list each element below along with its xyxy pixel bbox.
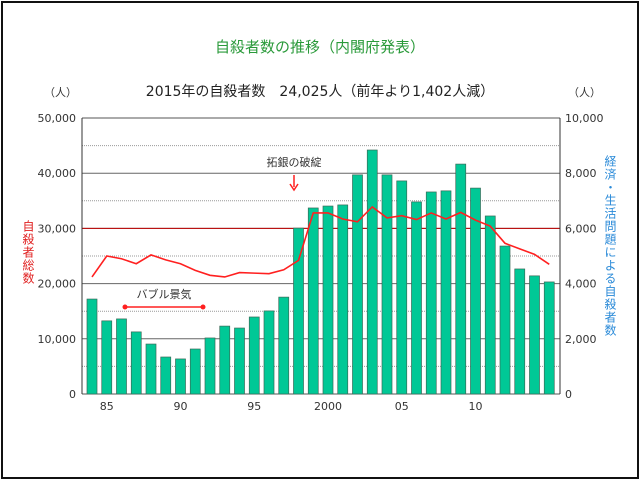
right-tick-label: 10,000 bbox=[565, 112, 604, 125]
bar-1994 bbox=[234, 327, 245, 395]
bar-1986 bbox=[116, 318, 127, 395]
bar-1999 bbox=[307, 207, 319, 395]
annotation-takugin: 拓銀の破綻 bbox=[267, 155, 322, 169]
bar-2000 bbox=[322, 205, 334, 395]
chart-title: 自殺者数の推移（内閣府発表） bbox=[214, 38, 425, 56]
right-tick-label: 8,000 bbox=[565, 167, 597, 180]
bar-2012 bbox=[499, 245, 511, 395]
bar-1989 bbox=[160, 356, 172, 395]
bar-2008 bbox=[440, 190, 452, 395]
bar-2013 bbox=[514, 268, 526, 395]
left-tick-label: 20,000 bbox=[38, 278, 77, 291]
bar-2002 bbox=[352, 174, 363, 395]
bar-1998 bbox=[293, 227, 304, 395]
right-tick-label: 6,000 bbox=[565, 222, 597, 235]
left-tick-label: 0 bbox=[69, 388, 76, 401]
bar-2006 bbox=[411, 201, 422, 395]
left-tick-label: 10,000 bbox=[38, 333, 77, 346]
bar-1984 bbox=[86, 298, 98, 395]
x-tick-label: 2000 bbox=[314, 400, 342, 413]
bar-2007 bbox=[425, 191, 437, 395]
right-tick-label: 0 bbox=[565, 388, 572, 401]
left-axis-title: 自殺者総数 bbox=[21, 220, 35, 285]
left-tick-label: 30,000 bbox=[38, 222, 77, 235]
bar-1995 bbox=[248, 316, 260, 395]
x-tick-label: 85 bbox=[100, 400, 114, 413]
bar-1997 bbox=[278, 296, 290, 395]
bar-2014 bbox=[529, 275, 540, 395]
bar-2010 bbox=[470, 187, 481, 395]
left-tick-label: 50,000 bbox=[38, 112, 77, 125]
annotation-bubble: バブル景気 bbox=[137, 287, 192, 301]
x-tick-label: 05 bbox=[395, 400, 409, 413]
bar-1996 bbox=[263, 310, 275, 395]
bar-2005 bbox=[396, 180, 408, 395]
bar-2004 bbox=[381, 174, 393, 395]
bubble-end-dot bbox=[200, 304, 206, 310]
bar-1992 bbox=[204, 337, 216, 395]
x-tick-label: 90 bbox=[174, 400, 188, 413]
right-axis-title: 経済・生活問題による自殺者数 bbox=[603, 155, 617, 337]
left-tick-label: 40,000 bbox=[38, 167, 77, 180]
bar-1985 bbox=[101, 320, 113, 395]
bubble-start-dot bbox=[122, 304, 128, 310]
left-unit-label: （人） bbox=[44, 86, 77, 99]
x-tick-label: 95 bbox=[247, 400, 261, 413]
arrow-down-icon bbox=[289, 183, 299, 192]
bar-2011 bbox=[484, 215, 496, 395]
bar-2015 bbox=[543, 281, 555, 395]
bar-2001 bbox=[337, 204, 349, 395]
bar-1991 bbox=[189, 348, 201, 395]
bar-1987 bbox=[130, 331, 142, 395]
bar-2003 bbox=[366, 149, 378, 395]
right-tick-label: 2,000 bbox=[565, 333, 597, 346]
right-tick-label: 4,000 bbox=[565, 278, 597, 291]
right-unit-label: （人） bbox=[568, 86, 601, 99]
bar-1993 bbox=[219, 325, 231, 395]
chart-subtitle: 2015年の自殺者数 24,025人（前年より1,402人減） bbox=[145, 84, 495, 100]
bar-1990 bbox=[175, 358, 186, 395]
bar-1988 bbox=[145, 343, 157, 395]
total-suicides-line bbox=[91, 205, 550, 278]
bar-2009 bbox=[455, 163, 467, 395]
x-tick-label: 10 bbox=[469, 400, 483, 413]
